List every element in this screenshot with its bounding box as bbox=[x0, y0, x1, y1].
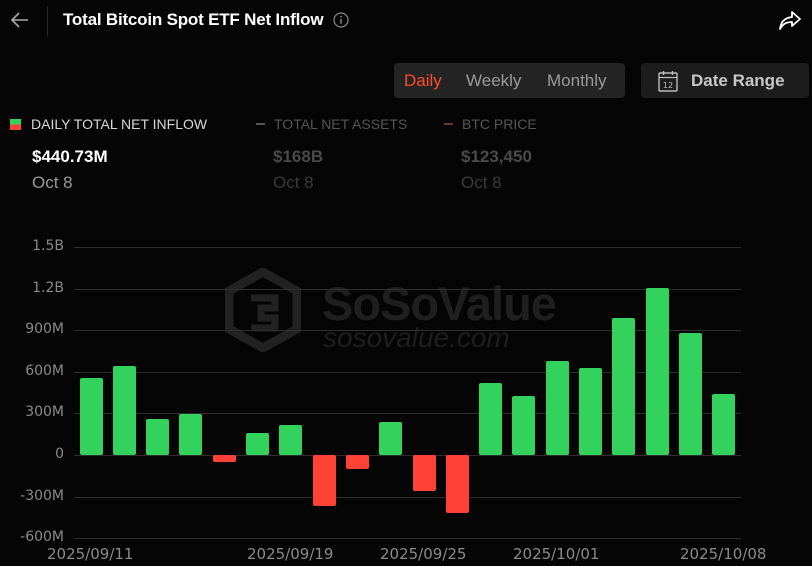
bar-2025/10/03[interactable] bbox=[612, 318, 635, 455]
bar-2025/09/30[interactable] bbox=[512, 396, 535, 455]
bar-2025/09/16[interactable] bbox=[179, 414, 202, 455]
net-assets-date: Oct 8 bbox=[273, 173, 314, 192]
x-axis-label: 2025/09/19 bbox=[247, 545, 334, 563]
gray-line-icon bbox=[256, 123, 265, 125]
bar-2025/09/29[interactable] bbox=[479, 383, 502, 455]
gridline bbox=[74, 497, 741, 498]
page-title: Total Bitcoin Spot ETF Net Inflow bbox=[63, 10, 324, 29]
share-icon[interactable] bbox=[778, 10, 802, 32]
inflow-value: $440.73M bbox=[32, 147, 108, 166]
period-selector: Daily Weekly Monthly bbox=[394, 63, 625, 98]
tab-monthly[interactable]: Monthly bbox=[547, 70, 607, 90]
legend-total-net-assets[interactable]: TOTAL NET ASSETS bbox=[256, 116, 407, 132]
bar-2025/09/12[interactable] bbox=[113, 366, 136, 455]
bar-2025/09/15[interactable] bbox=[146, 419, 169, 455]
inflow-date: Oct 8 bbox=[32, 173, 73, 192]
bar-2025/09/18[interactable] bbox=[246, 433, 269, 455]
calendar-icon: 12 bbox=[658, 71, 678, 92]
gridline bbox=[74, 538, 741, 539]
y-axis-label: 0 bbox=[55, 446, 64, 462]
legend-btc-price[interactable]: BTC PRICE bbox=[444, 116, 537, 132]
bar-2025/10/07[interactable] bbox=[679, 333, 702, 455]
orange-line-icon bbox=[444, 123, 453, 125]
bar-2025/10/01[interactable] bbox=[546, 361, 569, 455]
watermark-brand: SoSoValue bbox=[322, 277, 557, 330]
bar-2025/09/26[interactable] bbox=[446, 455, 469, 513]
bar-2025/10/06[interactable] bbox=[646, 288, 669, 455]
date-range-button[interactable]: 12 Date Range bbox=[641, 63, 809, 98]
bar-2025/10/08[interactable] bbox=[712, 394, 735, 455]
legend-label: TOTAL NET ASSETS bbox=[274, 116, 408, 132]
bar-2025/09/25[interactable] bbox=[413, 455, 436, 491]
btc-price-value: $123,450 bbox=[461, 147, 532, 166]
green-red-swatch-icon bbox=[10, 119, 21, 130]
y-axis-label: 300M bbox=[25, 404, 64, 420]
bar-2025/09/11[interactable] bbox=[80, 378, 103, 455]
gridline bbox=[74, 455, 741, 456]
arrow-left-icon[interactable] bbox=[8, 8, 32, 32]
x-axis-label: 2025/09/25 bbox=[380, 545, 467, 563]
y-axis-label: 900M bbox=[25, 321, 64, 337]
svg-text:12: 12 bbox=[663, 81, 673, 90]
legend-label: BTC PRICE bbox=[462, 116, 537, 132]
info-circle-icon[interactable] bbox=[333, 12, 349, 28]
y-axis-label: -300M bbox=[20, 488, 64, 504]
tab-weekly[interactable]: Weekly bbox=[466, 70, 522, 90]
y-axis-label: 1.2B bbox=[32, 280, 64, 296]
header-divider bbox=[47, 6, 48, 36]
x-axis-label: 2025/10/01 bbox=[513, 545, 600, 563]
gridline bbox=[74, 413, 741, 414]
btc-price-date: Oct 8 bbox=[461, 173, 502, 192]
watermark-url: sosovalue.com bbox=[323, 322, 510, 353]
legend-daily-net-inflow[interactable]: DAILY TOTAL NET INFLOW bbox=[10, 116, 207, 132]
sosovalue-logo-icon bbox=[225, 268, 301, 352]
bar-2025/09/19[interactable] bbox=[279, 425, 302, 455]
x-axis-label: 2025/09/11 bbox=[47, 545, 134, 563]
bar-2025/09/22[interactable] bbox=[313, 455, 336, 506]
net-assets-value: $168B bbox=[273, 147, 324, 166]
gridline bbox=[74, 247, 741, 248]
bar-2025/10/02[interactable] bbox=[579, 368, 602, 455]
tab-daily[interactable]: Daily bbox=[404, 70, 442, 90]
date-range-label: Date Range bbox=[691, 71, 785, 90]
gridline bbox=[74, 372, 741, 373]
bar-2025/09/17[interactable] bbox=[213, 455, 236, 462]
gridline bbox=[74, 330, 741, 331]
bar-2025/09/24[interactable] bbox=[379, 422, 402, 455]
bar-2025/09/23[interactable] bbox=[346, 455, 369, 469]
gridline bbox=[74, 289, 741, 290]
y-axis-label: 600M bbox=[25, 363, 64, 379]
y-axis-label: 1.5B bbox=[32, 238, 64, 254]
header-bar: Total Bitcoin Spot ETF Net Inflow bbox=[0, 0, 812, 40]
legend-label: DAILY TOTAL NET INFLOW bbox=[31, 116, 208, 132]
y-axis-label: -600M bbox=[20, 529, 64, 545]
x-axis-label: 2025/10/08 bbox=[680, 545, 767, 563]
